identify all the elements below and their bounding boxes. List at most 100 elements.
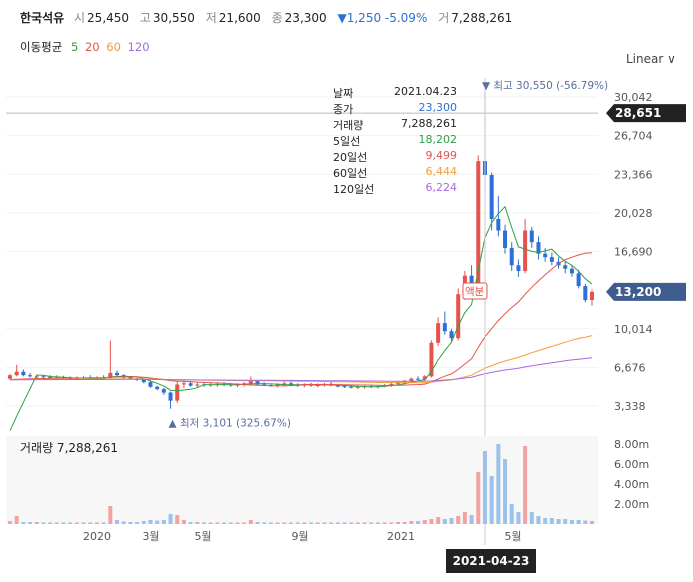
volume-bar	[583, 520, 588, 524]
candle-body	[536, 242, 541, 254]
candle-body	[108, 372, 113, 379]
candle-body	[128, 377, 133, 379]
volume-bar	[101, 522, 106, 524]
volume-bar	[569, 520, 574, 524]
candle-body	[161, 389, 166, 393]
volume-bar	[516, 512, 521, 524]
volume-bar	[422, 520, 427, 524]
candle-body	[496, 218, 501, 231]
volume-bar	[115, 520, 120, 524]
tooltip-ma120-label: 120일선	[333, 183, 375, 196]
candle-body	[529, 230, 534, 243]
tooltip-volume-value: 7,288,261	[401, 117, 457, 130]
candle-body	[275, 384, 280, 386]
candle-body	[409, 378, 414, 381]
volume-bar	[489, 476, 494, 524]
candle-body	[115, 372, 120, 376]
volume-bar	[7, 521, 13, 524]
tooltip-ma20-label: 20일선	[333, 151, 368, 164]
volume-bar	[309, 522, 314, 524]
volume-bar	[482, 451, 487, 524]
candle-body	[7, 375, 13, 379]
volume-bar	[275, 522, 280, 524]
volume-bar	[503, 459, 508, 524]
tooltip-ma120-value: 6,224	[425, 181, 458, 194]
ma-5-label[interactable]: 5	[70, 40, 79, 54]
candle-body	[181, 383, 186, 385]
volume-bar	[188, 522, 193, 524]
y-axis-tick-label: 26,704	[614, 130, 653, 143]
tooltip-date-label: 날짜	[333, 87, 354, 100]
close-label: 종	[271, 11, 283, 25]
candle-body	[569, 268, 574, 274]
crosshair-price-badge	[606, 104, 686, 123]
volume-bar	[54, 522, 59, 524]
candle-body	[589, 291, 595, 300]
candle-body	[489, 175, 494, 219]
volume-bar	[576, 520, 581, 524]
moving-average-legend[interactable]: 이동평균 5 20 60 120	[20, 39, 153, 55]
volume-bar	[282, 522, 287, 524]
candle-body	[28, 375, 33, 377]
volume-bar	[181, 520, 186, 524]
volume-bar	[536, 516, 541, 524]
y-axis-tick-label: 20,028	[614, 207, 653, 220]
volume-bar	[61, 522, 66, 524]
candle-body	[509, 247, 514, 266]
open-price: 25,450	[87, 11, 130, 25]
candle-body	[516, 265, 521, 272]
candle-body	[74, 378, 79, 380]
volume-bar	[135, 522, 140, 524]
candle-body	[476, 161, 481, 283]
volume-axis-tick-label: 2.00m	[614, 498, 649, 511]
volume-axis-tick-label: 6.00m	[614, 458, 649, 471]
volume-bar	[523, 446, 528, 524]
high-price: 30,550	[152, 11, 195, 25]
low-price: 21,600	[218, 11, 261, 25]
volume-bar	[242, 522, 247, 524]
volume-bar	[141, 521, 146, 524]
moving-average-120-line	[9, 357, 593, 382]
volume-bar	[436, 517, 441, 524]
price-change: ▼1,250 -5.09%	[337, 11, 428, 25]
ma-120-label[interactable]: 120	[127, 40, 150, 54]
volume-bar	[68, 522, 73, 524]
ma-legend-title: 이동평균	[20, 40, 63, 54]
volume-bar	[28, 522, 33, 524]
candle-body	[248, 380, 253, 384]
candle-body	[14, 371, 19, 376]
volume-bar	[21, 522, 26, 524]
volume-bar	[155, 520, 160, 524]
candle-body	[262, 384, 267, 386]
tooltip-ma60-label: 60일선	[333, 167, 368, 180]
y-axis-tick-label: 3,338	[614, 400, 646, 413]
ma-20-label[interactable]: 20	[84, 40, 100, 54]
volume-bar	[161, 520, 166, 524]
volume-bar	[563, 519, 568, 524]
volume-bar	[262, 522, 267, 524]
volume-bar	[496, 444, 501, 524]
volume-bar	[315, 522, 320, 524]
candle-body	[342, 386, 347, 388]
candle-body	[168, 392, 173, 401]
moving-average-60-line	[9, 335, 593, 384]
candle-body	[576, 273, 581, 287]
x-axis-tick-label: 9월	[291, 530, 308, 543]
volume-bar	[543, 518, 548, 524]
scale-dropdown[interactable]: Linear ∨	[626, 52, 676, 66]
candle-body	[422, 376, 427, 380]
volume-value: 7,288,261	[451, 11, 513, 25]
y-axis-tick-label: 23,366	[614, 168, 653, 181]
volume-bar	[255, 522, 260, 524]
volume-bar	[456, 516, 461, 524]
candle-body	[469, 275, 474, 283]
x-axis-tick-label: 5월	[504, 530, 521, 543]
candle-body	[349, 386, 354, 388]
volume-bar	[342, 522, 347, 524]
candle-body	[175, 384, 180, 401]
candle-body	[141, 379, 146, 383]
high-label: 고	[139, 11, 151, 25]
volume-bar	[369, 522, 374, 524]
ma-60-label[interactable]: 60	[106, 40, 121, 54]
